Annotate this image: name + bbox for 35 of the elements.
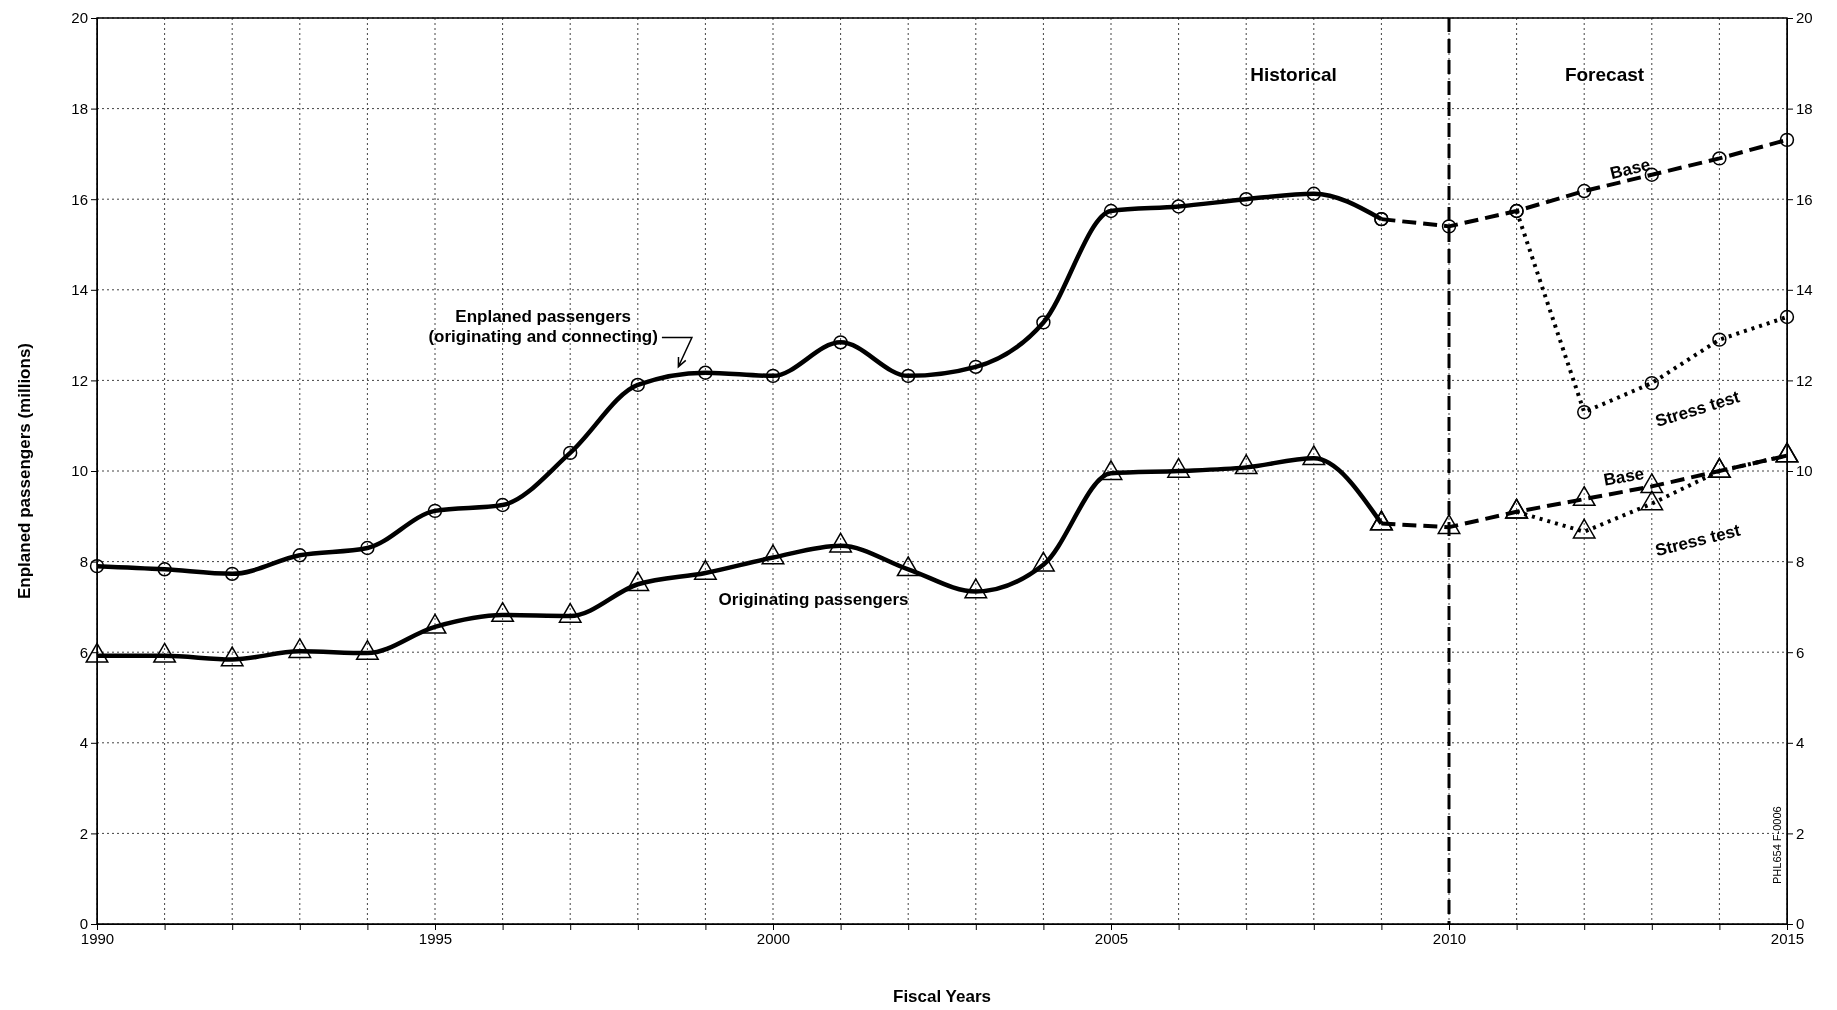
y-axis-title: Enplaned passengers (millions) xyxy=(15,342,34,600)
annotation: Forecast xyxy=(1564,64,1645,86)
x-tick-label: 2010 xyxy=(1432,929,1467,947)
x-tick-label: 1995 xyxy=(418,929,453,947)
y2-tick-label: 20 xyxy=(1796,9,1813,27)
y-tick-label: 4 xyxy=(79,734,88,752)
y2-tick-label: 10 xyxy=(1796,462,1813,480)
y2-tick-label: 18 xyxy=(1796,99,1813,117)
text: Stress test xyxy=(1653,520,1743,561)
y2-tick-label: 14 xyxy=(1796,281,1813,299)
text: Base xyxy=(1602,464,1646,490)
text: Stress test xyxy=(1653,387,1743,431)
y-tick-label: 8 xyxy=(79,552,88,570)
series-label: Enplaned passengers (originating and connecting) xyxy=(428,306,658,346)
y-tick-label: 12 xyxy=(71,371,88,389)
y2-tick-label: 12 xyxy=(1796,371,1813,389)
x-tick-label: 2000 xyxy=(756,929,791,947)
y2-tick-label: 2 xyxy=(1796,824,1805,842)
x-tick-label: 2005 xyxy=(1094,929,1129,947)
y-tick-label: 10 xyxy=(71,462,88,480)
y-tick-label: 2 xyxy=(79,824,88,842)
y-tick-label: 6 xyxy=(79,643,88,661)
x-axis-title: Fiscal Years xyxy=(893,987,991,1006)
series-label: Originating passengers xyxy=(718,589,909,609)
y-tick-label: 18 xyxy=(71,99,88,117)
y2-tick-label: 8 xyxy=(1796,552,1805,570)
y-tick-label: 16 xyxy=(71,190,88,208)
y-tick-label: 20 xyxy=(71,9,88,27)
y-tick-label: 14 xyxy=(71,281,88,299)
annotation: Historical xyxy=(1250,64,1337,86)
text: Base xyxy=(1608,154,1653,184)
y2-tick-label: 4 xyxy=(1796,734,1805,752)
y2-tick-label: 16 xyxy=(1796,190,1813,208)
y2-tick-label: 6 xyxy=(1796,643,1805,661)
annotation: PHL654 F-0006 xyxy=(1771,806,1783,884)
